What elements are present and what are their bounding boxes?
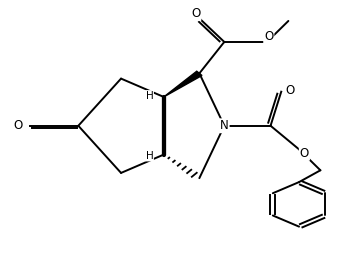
Text: H: H — [146, 151, 153, 161]
Text: O: O — [300, 147, 309, 160]
Text: O: O — [264, 30, 273, 43]
Text: N: N — [220, 119, 229, 132]
Text: O: O — [13, 119, 22, 132]
Text: H: H — [146, 91, 153, 101]
Text: O: O — [191, 7, 200, 20]
Polygon shape — [164, 71, 202, 97]
Text: O: O — [286, 84, 295, 97]
